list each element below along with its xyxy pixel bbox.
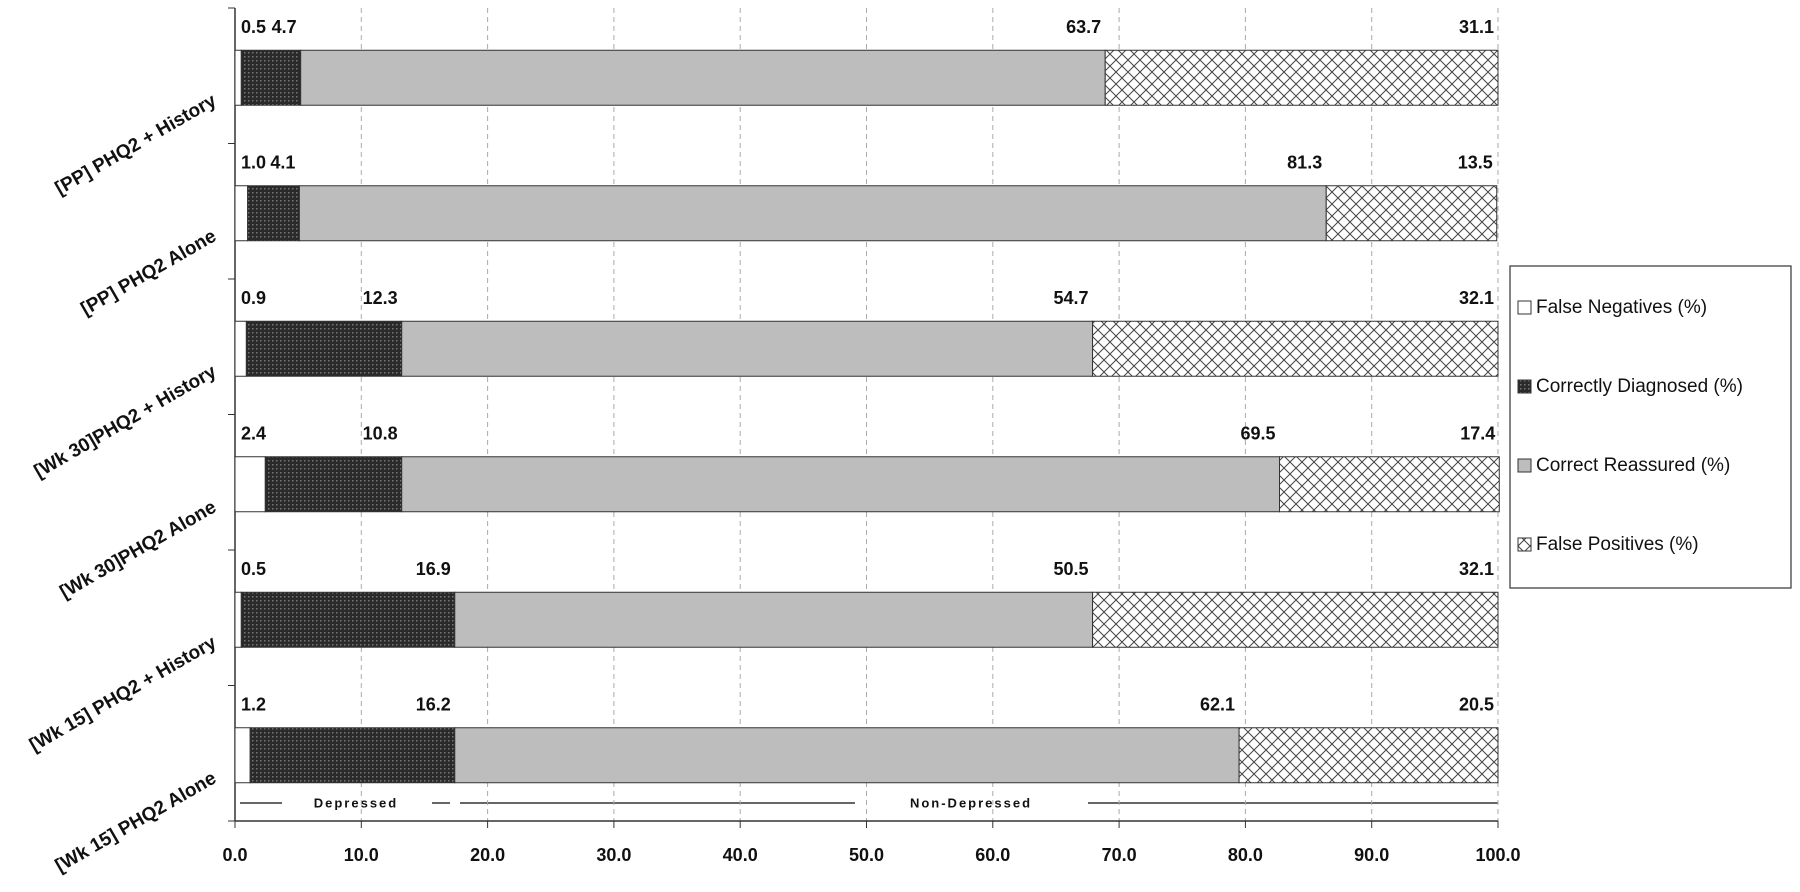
data-label: 20.5 [1459,695,1494,715]
data-label: 17.4 [1460,424,1495,444]
x-tick-label: 60.0 [975,845,1010,865]
y-tick-label: [Wk 15] PHQ2 + History [26,632,220,756]
y-tick-label: [Wk 30]PHQ2 Alone [57,497,221,604]
data-label: 4.7 [272,17,297,37]
data-label: 1.2 [241,695,266,715]
legend-label: False Positives (%) [1536,534,1699,555]
y-tick-label: [Wk 15] PHQ2 Alone [52,768,220,877]
bar-segment [1092,320,1499,377]
bar-segment [234,49,242,106]
x-tick-label: 70.0 [1102,845,1137,865]
data-label: 4.1 [270,153,295,173]
y-tick-label: [PP] PHQ2 + History [52,90,221,199]
data-label: 63.7 [1066,17,1101,37]
legend-box [1509,265,1792,589]
bar-segment [1104,49,1499,106]
bar-segment [401,320,1094,377]
legend-swatch [1517,537,1532,552]
legend-swatch [1517,379,1532,394]
x-tick-label: 30.0 [596,845,631,865]
bar-segment [240,49,302,106]
bar-segment [234,456,266,513]
x-tick-label: 50.0 [849,845,884,865]
data-label: 13.5 [1458,153,1493,173]
bar-segment [300,49,1106,106]
data-label: 1.0 [241,153,266,173]
bar-segment [234,591,242,648]
annotations: Depressed Non-Depressed [240,795,1498,810]
legend-label: False Negatives (%) [1536,297,1707,318]
bar-segment [234,185,249,242]
data-label: 16.9 [416,559,451,579]
legend-label: Correct Reassured (%) [1536,455,1730,476]
data-label: 0.9 [241,288,266,308]
data-label: 10.8 [363,424,398,444]
data-label: 32.1 [1459,288,1494,308]
bar-segment [240,591,456,648]
data-label: 81.3 [1287,153,1322,173]
bar-segment [298,185,1327,242]
data-label: 69.5 [1240,424,1275,444]
y-tick-label: [Wk 30]PHQ2 + History [31,361,221,483]
bar-segment [234,320,247,377]
x-tick-label: 20.0 [470,845,505,865]
data-label: 31.1 [1459,17,1494,37]
y-tick-label: [PP] PHQ2 Alone [78,226,220,320]
data-label: 50.5 [1054,559,1089,579]
annotation: Depressed [314,795,398,810]
x-tick-label: 40.0 [723,845,758,865]
x-tick-label: 0.0 [222,845,247,865]
data-label: 54.7 [1054,288,1089,308]
data-label: 62.1 [1200,695,1235,715]
data-label: 16.2 [416,695,451,715]
bar-segment [454,727,1240,784]
bar-segment [249,727,456,784]
bar-segment [454,591,1094,648]
legend-swatch [1517,458,1532,473]
bar-segment [401,456,1281,513]
data-label: 12.3 [363,288,398,308]
bar-segment [234,727,251,784]
bar-segment [264,456,403,513]
data-label: 0.5 [241,17,266,37]
legend-label: Correctly Diagnosed (%) [1536,376,1743,397]
x-tick-label: 90.0 [1354,845,1389,865]
bar-segment [1238,727,1499,784]
legend-swatch [1517,300,1532,315]
annotation: Non-Depressed [910,795,1032,810]
bar-segment [247,185,300,242]
x-tick-label: 80.0 [1228,845,1263,865]
bar-segment [245,320,403,377]
bar-segment [1279,456,1500,513]
x-tick-label: 100.0 [1475,845,1520,865]
x-tick-label: 10.0 [344,845,379,865]
bar-segment [1325,185,1498,242]
data-label: 2.4 [241,424,266,444]
bar-segment [1092,591,1499,648]
data-label: 32.1 [1459,559,1494,579]
data-label: 0.5 [241,559,266,579]
